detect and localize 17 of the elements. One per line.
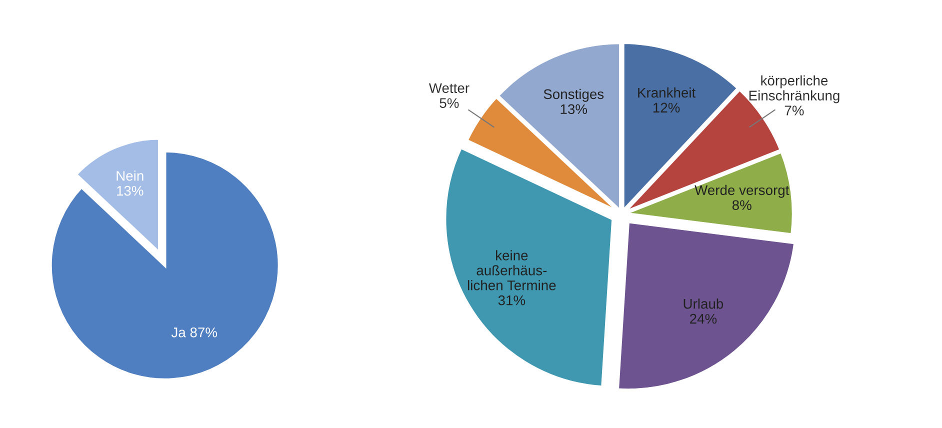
slice-label: Wetter: [428, 83, 470, 94]
slice-label: Ja 87%: [171, 327, 218, 338]
data-label: 31%: [498, 295, 526, 306]
slice-label: Sonstiges: [544, 88, 604, 102]
data-label: 12%: [653, 102, 680, 113]
slice-label: Nein: [116, 170, 144, 181]
slice-label: keine außerhäus- lichen Termine: [468, 250, 556, 290]
slice-label: Urlaub: [684, 298, 724, 309]
slice-label: Krankheit: [638, 87, 696, 98]
slice-label: Werde versorgt: [694, 184, 790, 198]
data-label: 13%: [560, 104, 588, 114]
slice-label: körperliche Einschränkung: [749, 75, 840, 104]
data-label: 5%: [440, 98, 459, 108]
data-label: 8%: [732, 200, 752, 210]
data-label: 13%: [117, 186, 144, 196]
data-label: 7%: [784, 106, 804, 116]
data-label: 24%: [690, 314, 717, 324]
